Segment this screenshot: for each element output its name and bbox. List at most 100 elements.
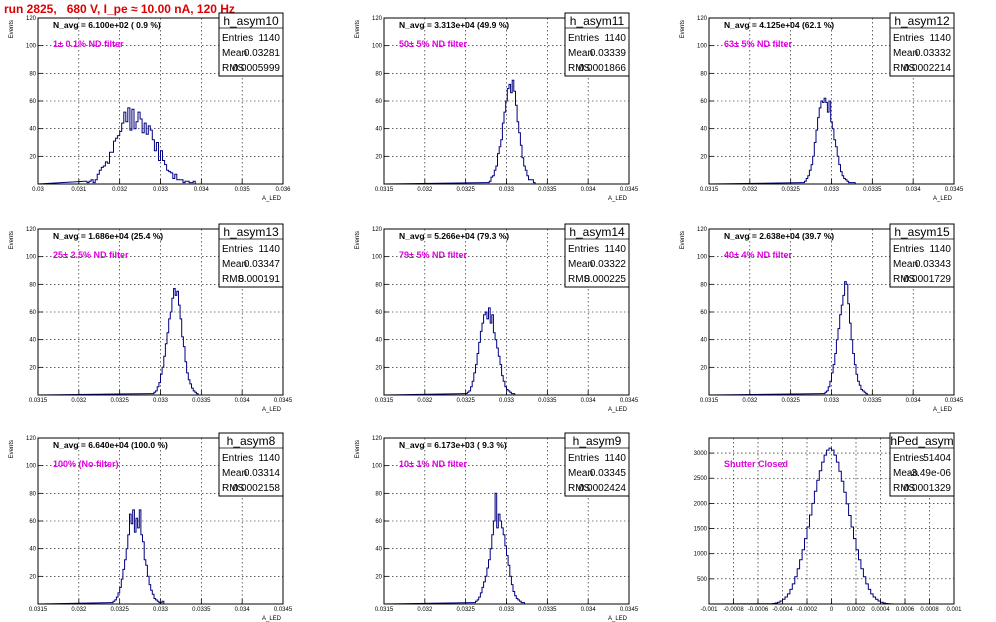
histogram-name: h_asym8 [227, 434, 276, 448]
histogram-line [708, 447, 954, 605]
y-axis-title: Events [9, 231, 15, 249]
histogram-name: h_asym15 [894, 225, 950, 239]
histogram-line [37, 288, 283, 396]
x-tick-label: 0.0325 [456, 398, 475, 404]
y-tick-label: 100 [372, 464, 383, 470]
y-tick-label: 40 [375, 547, 382, 553]
y-tick-label: 20 [375, 154, 382, 160]
x-tick-label: 0.033 [824, 398, 840, 404]
stats-label-entries: Entries [893, 244, 924, 255]
stats-value-mean: 0.03345 [590, 468, 627, 479]
y-tick-label: 80 [29, 71, 36, 77]
filter-annotation: 40± 4% ND filter [724, 250, 792, 260]
filter-annotation: 1± 0.1% ND filter [53, 39, 124, 49]
histogram-panel-h_asym10: 0.03 0.031 0.032 0.033 0.034 0.035 0.036 20 40 60… [9, 12, 291, 202]
x-axis-title: A_LED [262, 196, 282, 202]
y-tick-label: 20 [700, 365, 707, 371]
stats-label-rms: RMS [568, 483, 591, 494]
y-tick-label: 60 [375, 310, 382, 316]
y-tick-label: 80 [29, 282, 36, 288]
y-tick-label: 60 [375, 519, 382, 525]
y-tick-label: 40 [375, 127, 382, 133]
stats-label-mean: Mean [893, 259, 918, 270]
y-tick-label: 60 [700, 310, 707, 316]
stats-label-rms: RMS [222, 274, 245, 285]
y-tick-label: 60 [29, 519, 36, 525]
stats-label-rms: RMS [893, 483, 916, 494]
stats-box [218, 12, 284, 77]
x-tick-label: -0.0004 [772, 607, 793, 613]
x-tick-label: 0.034 [581, 607, 597, 613]
y-axis-title: Events [680, 20, 686, 38]
x-tick-label: 0.031 [71, 187, 87, 193]
x-tick-label: 0.033 [153, 398, 169, 404]
histogram-line [383, 79, 629, 185]
y-tick-label: 120 [372, 16, 383, 22]
stats-box [889, 223, 955, 288]
x-tick-label: 0.032 [71, 398, 87, 404]
x-tick-label: 0.035 [235, 187, 251, 193]
y-tick-label: 100 [697, 44, 708, 50]
stats-label-mean: Mean [222, 259, 247, 270]
x-tick-label: 0.0006 [896, 607, 915, 613]
stats-label-rms: RMS [893, 274, 916, 285]
stats-value-entries: 51404 [923, 453, 951, 464]
stats-label-entries: Entries [222, 453, 253, 464]
histogram-name: h_asym13 [223, 225, 279, 239]
y-tick-label: 3000 [694, 451, 708, 457]
x-tick-label: 0.032 [742, 187, 758, 193]
stats-label-mean: Mean [222, 468, 247, 479]
y-tick-label: 80 [375, 491, 382, 497]
x-tick-label: 0.0335 [863, 187, 882, 193]
x-tick-label: 0.0325 [456, 187, 475, 193]
y-tick-label: 2000 [694, 501, 708, 507]
x-axis-title: A_LED [262, 407, 282, 413]
stats-label-mean: Mean [568, 48, 593, 59]
histogram-line [37, 509, 283, 605]
x-tick-label: 0.033 [824, 187, 840, 193]
stats-box [218, 432, 284, 497]
stats-value-entries: 1140 [258, 33, 280, 44]
x-tick-label: 0.0315 [700, 398, 719, 404]
y-tick-label: 100 [697, 255, 708, 261]
filter-annotation: 25± 2.5% ND filter [53, 250, 129, 260]
histogram-panel-h_asym12: 0.0315 0.032 0.0325 0.033 0.0335 0.034 0.0345 2… [680, 12, 964, 202]
y-tick-label: 2500 [694, 476, 708, 482]
stats-value-rms: 0.0002158 [233, 483, 281, 494]
histogram-name: hPed_asym [890, 434, 953, 448]
x-tick-label: 0.033 [153, 187, 169, 193]
y-tick-label: 100 [372, 255, 383, 261]
y-axis-title: Events [9, 20, 15, 38]
stats-label-rms: RMS [893, 63, 916, 74]
navg-annotation: N_avg = 4.125e+04 (62.1 %) [724, 20, 834, 30]
y-tick-label: 120 [372, 227, 383, 233]
stats-label-entries: Entries [222, 33, 253, 44]
y-axis-title: Events [355, 440, 361, 458]
histogram-panel-h_asym8: 0.0315 0.032 0.0325 0.033 0.0335 0.034 0.0345 2… [9, 432, 293, 622]
x-axis-title: A_LED [933, 407, 953, 413]
x-axis-title: A_LED [608, 616, 628, 622]
y-axis-title: Events [355, 231, 361, 249]
x-tick-label: 0.0345 [274, 607, 293, 613]
stats-value-entries: 1140 [929, 244, 951, 255]
stats-box [889, 12, 955, 77]
x-tick-label: 0.032 [417, 187, 433, 193]
x-tick-label: 0.0325 [781, 398, 800, 404]
x-tick-label: 0.0335 [538, 187, 557, 193]
y-tick-label: 40 [375, 338, 382, 344]
x-tick-label: 0.03 [32, 187, 44, 193]
x-tick-label: 0.0345 [945, 398, 964, 404]
x-tick-label: -0.0008 [723, 607, 744, 613]
histogram-name: h_asym11 [570, 14, 625, 28]
y-tick-label: 120 [26, 436, 37, 442]
x-axis-title: A_LED [933, 196, 953, 202]
histogram-line [708, 97, 954, 185]
histogram-name: h_asym9 [573, 434, 622, 448]
y-tick-label: 100 [26, 255, 37, 261]
y-tick-label: 80 [700, 282, 707, 288]
histogram-name: h_asym12 [894, 14, 950, 28]
y-tick-label: 120 [697, 16, 708, 22]
y-tick-label: 1500 [694, 527, 708, 533]
y-axis-title: Events [680, 231, 686, 249]
y-tick-label: 100 [26, 464, 37, 470]
